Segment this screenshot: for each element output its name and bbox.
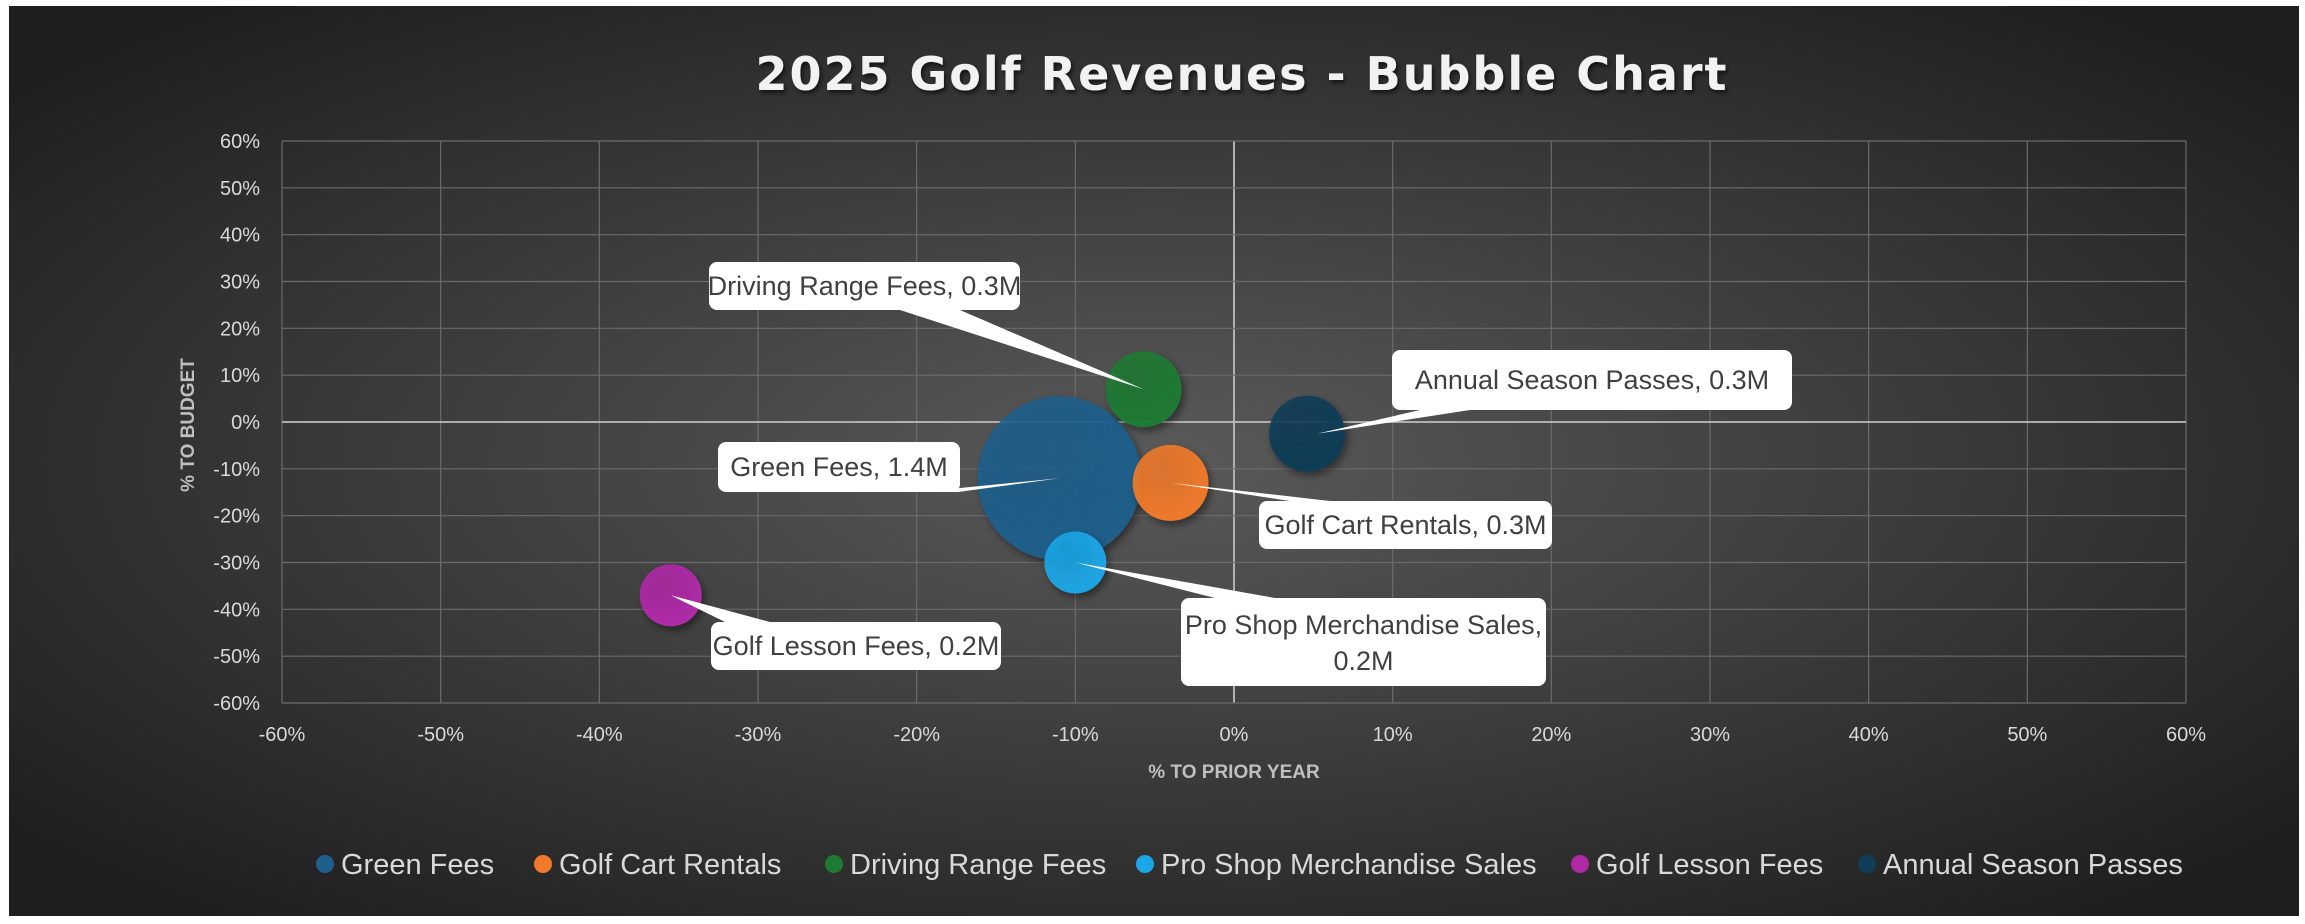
x-tick-label: 60%	[2166, 724, 2206, 746]
legend: Green Fees Golf Cart Rentals Driving Range…	[316, 849, 2183, 881]
y-tick-label: -10%	[213, 459, 260, 481]
legend-item-pro-shop-merchandise-sales: Pro Shop Merchandise Sales	[1136, 849, 1537, 881]
data-label-driving-range-fees: Driving Range Fees, 0.3M	[708, 262, 1144, 390]
svg-text:Golf Lesson Fees, 0.2M: Golf Lesson Fees, 0.2M	[713, 631, 1000, 661]
data-label-golf-lesson-fees: Golf Lesson Fees, 0.2M	[670, 595, 1001, 670]
x-tick-label: 20%	[1531, 724, 1571, 746]
y-tick-label: 30%	[220, 272, 260, 294]
x-tick-label: -50%	[417, 724, 464, 746]
x-tick-label: -20%	[893, 724, 940, 746]
bubble-golf-cart-rentals	[1132, 444, 1209, 521]
svg-text:Driving Range Fees, 0.3M: Driving Range Fees, 0.3M	[708, 271, 1022, 301]
x-axis-title: % TO PRIOR YEAR	[1148, 762, 1320, 783]
legend-marker	[1136, 855, 1154, 873]
x-tick-label: -10%	[1052, 724, 1099, 746]
legend-marker	[825, 855, 843, 873]
y-tick-label: -50%	[213, 646, 260, 668]
data-label-green-fees: Green Fees, 1.4M	[718, 442, 1060, 492]
data-label-annual-season-passes: Annual Season Passes, 0.3M	[1316, 350, 1792, 434]
svg-text:Green Fees, 1.4M: Green Fees, 1.4M	[730, 452, 948, 482]
legend-label: Golf Cart Rentals	[559, 849, 781, 881]
y-tick-label: -60%	[213, 693, 260, 715]
legend-item-golf-lesson-fees: Golf Lesson Fees	[1571, 849, 1823, 881]
y-tick-label: -40%	[213, 599, 260, 621]
y-tick-label: -30%	[213, 553, 260, 575]
legend-item-green-fees: Green Fees	[316, 849, 494, 881]
y-tick-label: 50%	[220, 178, 260, 200]
y-tick-label: 10%	[220, 365, 260, 387]
legend-item-annual-season-passes: Annual Season Passes	[1858, 849, 2183, 881]
x-tick-label: -40%	[576, 724, 623, 746]
x-tick-label: -60%	[259, 724, 306, 746]
legend-item-driving-range-fees: Driving Range Fees	[825, 849, 1106, 881]
x-tick-label: 50%	[2007, 724, 2047, 746]
y-tick-label: 0%	[231, 412, 260, 434]
legend-label: Golf Lesson Fees	[1596, 849, 1823, 881]
x-tick-label: 0%	[1220, 724, 1249, 746]
y-tick-label: -20%	[213, 506, 260, 528]
bubble-golf-lesson-fees	[639, 564, 702, 627]
bubble-pro-shop-merchandise-sales	[1044, 531, 1107, 594]
legend-marker	[534, 855, 552, 873]
y-tick-label: 20%	[220, 318, 260, 340]
data-label-pro-shop-merchandise-sales: Pro Shop Merchandise Sales, 0.2M	[1075, 562, 1546, 686]
legend-item-golf-cart-rentals: Golf Cart Rentals	[534, 849, 781, 881]
legend-label: Green Fees	[341, 849, 494, 881]
legend-label: Driving Range Fees	[850, 849, 1106, 881]
y-axis-title: % TO BUDGET	[178, 358, 199, 492]
svg-text:Annual Season Passes, 0.3M: Annual Season Passes, 0.3M	[1415, 365, 1769, 395]
legend-label: Annual Season Passes	[1883, 849, 2183, 881]
chart-title: 2025 Golf Revenues - Bubble Chart	[755, 47, 1728, 101]
data-label-layer: Green Fees, 1.4M Golf Cart Rentals, 0.3M D…	[670, 262, 1792, 686]
grid-layer	[281, 140, 2187, 704]
data-label-golf-cart-rentals: Golf Cart Rentals, 0.3M	[1170, 482, 1552, 549]
x-tick-label: 30%	[1690, 724, 1730, 746]
x-tick-label: 10%	[1373, 724, 1413, 746]
x-tick-label: 40%	[1849, 724, 1889, 746]
legend-marker	[1858, 855, 1876, 873]
legend-marker	[1571, 855, 1589, 873]
svg-text:Golf Cart Rentals, 0.3M: Golf Cart Rentals, 0.3M	[1264, 510, 1546, 540]
legend-marker	[316, 855, 334, 873]
y-tick-label: 40%	[220, 225, 260, 247]
svg-text:Pro Shop Merchandise Sales,0.2: Pro Shop Merchandise Sales, 0.2M	[1185, 610, 1542, 676]
bubble-annual-season-passes	[1269, 395, 1345, 472]
legend-label: Pro Shop Merchandise Sales	[1161, 849, 1537, 881]
x-tick-label: -30%	[735, 724, 782, 746]
y-tick-label: 60%	[220, 131, 260, 153]
axis-layer: -60% -50% -40% -30% -20% -10% 0% 10% 20% 30% 40% 50…	[213, 131, 2206, 746]
